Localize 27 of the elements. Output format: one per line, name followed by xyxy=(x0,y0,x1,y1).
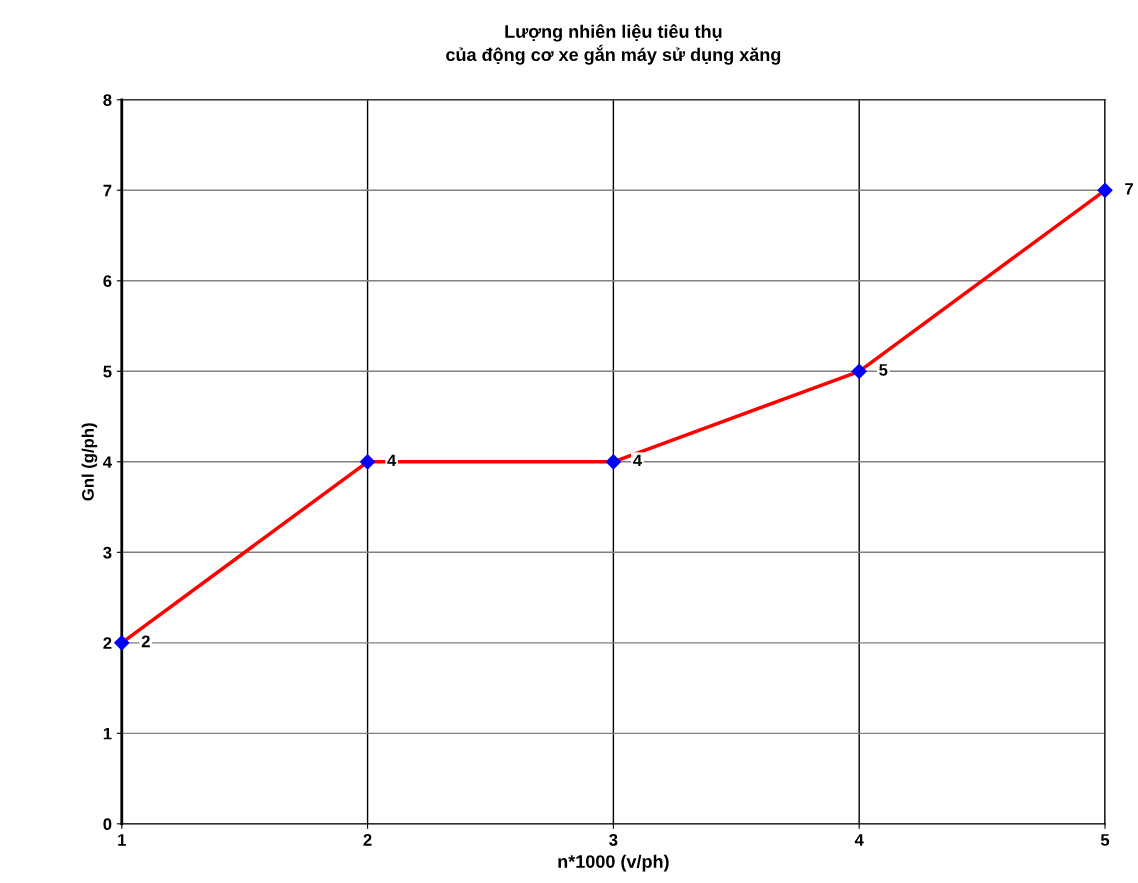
y-axis-title: Gnl (g/ph) xyxy=(81,423,98,501)
point xyxy=(114,635,130,651)
data-label: 7 xyxy=(1125,183,1133,195)
x-tick-label: 2 xyxy=(363,834,372,846)
y-tick-label: 5 xyxy=(103,365,112,378)
data-label: 2 xyxy=(141,635,150,648)
y-tick-label: 1 xyxy=(103,727,112,740)
y-tick-label: 2 xyxy=(103,637,112,649)
data-label: 5 xyxy=(879,364,888,376)
y-tick-label: 6 xyxy=(103,275,112,287)
y-tick-label: 8 xyxy=(103,94,112,106)
point xyxy=(851,363,867,379)
y-tick-label: 0 xyxy=(103,818,112,831)
x-axis-title: n*1000 (v/ph) xyxy=(558,854,669,872)
y-tick-label: 3 xyxy=(103,546,112,559)
data-label: 4 xyxy=(387,454,397,467)
y-tick-label: 7 xyxy=(103,184,112,197)
chart-title: Lượng nhiên liệu tiêu thụ của động cơ xe gắn máy sử dụng xăng xyxy=(446,24,781,65)
point xyxy=(605,454,621,470)
point xyxy=(1097,182,1113,198)
point xyxy=(360,454,376,470)
y-tick-label: 4 xyxy=(103,456,112,468)
x-tick-label: 1 xyxy=(118,834,126,846)
x-tick-label: 5 xyxy=(1100,834,1110,846)
data-label: 4 xyxy=(633,454,643,467)
x-tick-label: 3 xyxy=(609,834,618,846)
x-tick-label: 4 xyxy=(854,834,864,846)
